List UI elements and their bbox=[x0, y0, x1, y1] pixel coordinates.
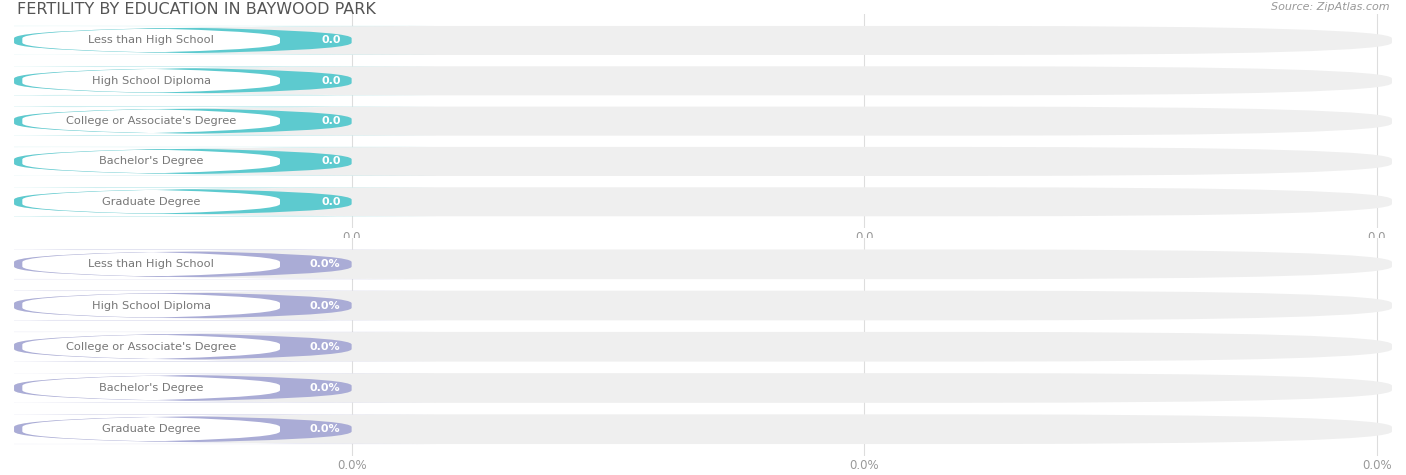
Text: FERTILITY BY EDUCATION IN BAYWOOD PARK: FERTILITY BY EDUCATION IN BAYWOOD PARK bbox=[17, 2, 375, 18]
Text: 0.0%: 0.0% bbox=[309, 383, 340, 393]
FancyBboxPatch shape bbox=[14, 373, 1392, 403]
Text: Graduate Degree: Graduate Degree bbox=[103, 424, 200, 434]
FancyBboxPatch shape bbox=[0, 414, 436, 444]
FancyBboxPatch shape bbox=[14, 332, 1392, 361]
FancyBboxPatch shape bbox=[0, 249, 440, 279]
FancyBboxPatch shape bbox=[0, 373, 436, 403]
Text: Source: ZipAtlas.com: Source: ZipAtlas.com bbox=[1271, 2, 1389, 12]
FancyBboxPatch shape bbox=[0, 66, 440, 95]
Text: 0.0: 0.0 bbox=[321, 36, 340, 46]
Text: 0.0%: 0.0% bbox=[309, 424, 340, 434]
FancyBboxPatch shape bbox=[0, 291, 436, 320]
FancyBboxPatch shape bbox=[0, 415, 440, 444]
FancyBboxPatch shape bbox=[0, 332, 436, 361]
Text: High School Diploma: High School Diploma bbox=[91, 301, 211, 311]
FancyBboxPatch shape bbox=[14, 66, 1392, 95]
Text: Graduate Degree: Graduate Degree bbox=[103, 197, 200, 207]
FancyBboxPatch shape bbox=[0, 291, 440, 320]
Text: High School Diploma: High School Diploma bbox=[91, 76, 211, 86]
Text: Bachelor's Degree: Bachelor's Degree bbox=[98, 383, 204, 393]
FancyBboxPatch shape bbox=[0, 26, 436, 55]
Text: 0.0%: 0.0% bbox=[309, 301, 340, 311]
FancyBboxPatch shape bbox=[14, 414, 1392, 444]
FancyBboxPatch shape bbox=[14, 147, 1392, 176]
FancyBboxPatch shape bbox=[14, 291, 1392, 320]
FancyBboxPatch shape bbox=[0, 187, 436, 216]
FancyBboxPatch shape bbox=[0, 373, 440, 403]
Text: College or Associate's Degree: College or Associate's Degree bbox=[66, 342, 236, 352]
FancyBboxPatch shape bbox=[0, 107, 440, 135]
FancyBboxPatch shape bbox=[14, 26, 1392, 55]
FancyBboxPatch shape bbox=[14, 187, 1392, 216]
FancyBboxPatch shape bbox=[0, 249, 436, 279]
FancyBboxPatch shape bbox=[0, 26, 440, 55]
Text: Less than High School: Less than High School bbox=[89, 36, 214, 46]
Text: College or Associate's Degree: College or Associate's Degree bbox=[66, 116, 236, 126]
FancyBboxPatch shape bbox=[0, 106, 436, 136]
FancyBboxPatch shape bbox=[0, 332, 440, 361]
Text: Less than High School: Less than High School bbox=[89, 259, 214, 269]
Text: 0.0: 0.0 bbox=[321, 116, 340, 126]
Text: Bachelor's Degree: Bachelor's Degree bbox=[98, 156, 204, 166]
FancyBboxPatch shape bbox=[0, 147, 436, 176]
Text: 0.0: 0.0 bbox=[321, 197, 340, 207]
FancyBboxPatch shape bbox=[0, 147, 440, 176]
Text: 0.0: 0.0 bbox=[321, 156, 340, 166]
FancyBboxPatch shape bbox=[14, 106, 1392, 136]
FancyBboxPatch shape bbox=[0, 66, 436, 95]
Text: 0.0%: 0.0% bbox=[309, 259, 340, 269]
Text: 0.0%: 0.0% bbox=[309, 342, 340, 352]
FancyBboxPatch shape bbox=[0, 187, 440, 216]
FancyBboxPatch shape bbox=[14, 249, 1392, 279]
Text: 0.0: 0.0 bbox=[321, 76, 340, 86]
